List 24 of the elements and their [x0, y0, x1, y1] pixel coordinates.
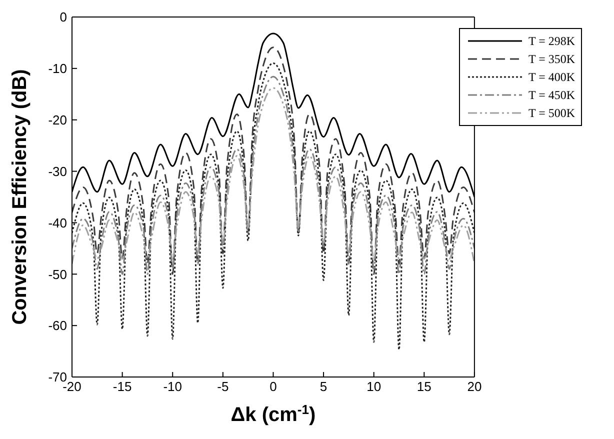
y-tick-label: -60 [48, 318, 67, 334]
y-tick-label: -30 [48, 164, 67, 179]
y-tick-label: -70 [48, 370, 67, 385]
legend-label: T = 450K [528, 88, 575, 102]
y-tick-label: -40 [48, 215, 67, 230]
x-tick-label: 20 [467, 379, 482, 394]
x-tick-label: 15 [416, 379, 432, 394]
legend-label: T = 350K [528, 52, 575, 66]
x-tick-label: -10 [163, 379, 182, 394]
x-axis-title: Δk (cm$^{-1}$) [230, 402, 316, 426]
legend-label: T = 400K [528, 70, 575, 84]
x-tick-label: 10 [366, 379, 382, 394]
legend-label: T = 298K [528, 34, 575, 48]
y-tick-label: 0 [60, 10, 67, 25]
y-tick-label: -10 [48, 61, 67, 76]
x-tick-label: 0 [270, 379, 277, 394]
legend-label: T = 500K [528, 106, 575, 120]
y-tick-label: -50 [48, 266, 67, 282]
y-tick-label: -20 [48, 112, 67, 128]
x-tick-label: 5 [320, 379, 328, 394]
line-series [72, 62, 474, 350]
x-tick-label: -15 [112, 379, 132, 394]
x-tick-label: -5 [217, 379, 229, 394]
y-axis-title: Conversion Efficiency (dB) [9, 69, 31, 325]
